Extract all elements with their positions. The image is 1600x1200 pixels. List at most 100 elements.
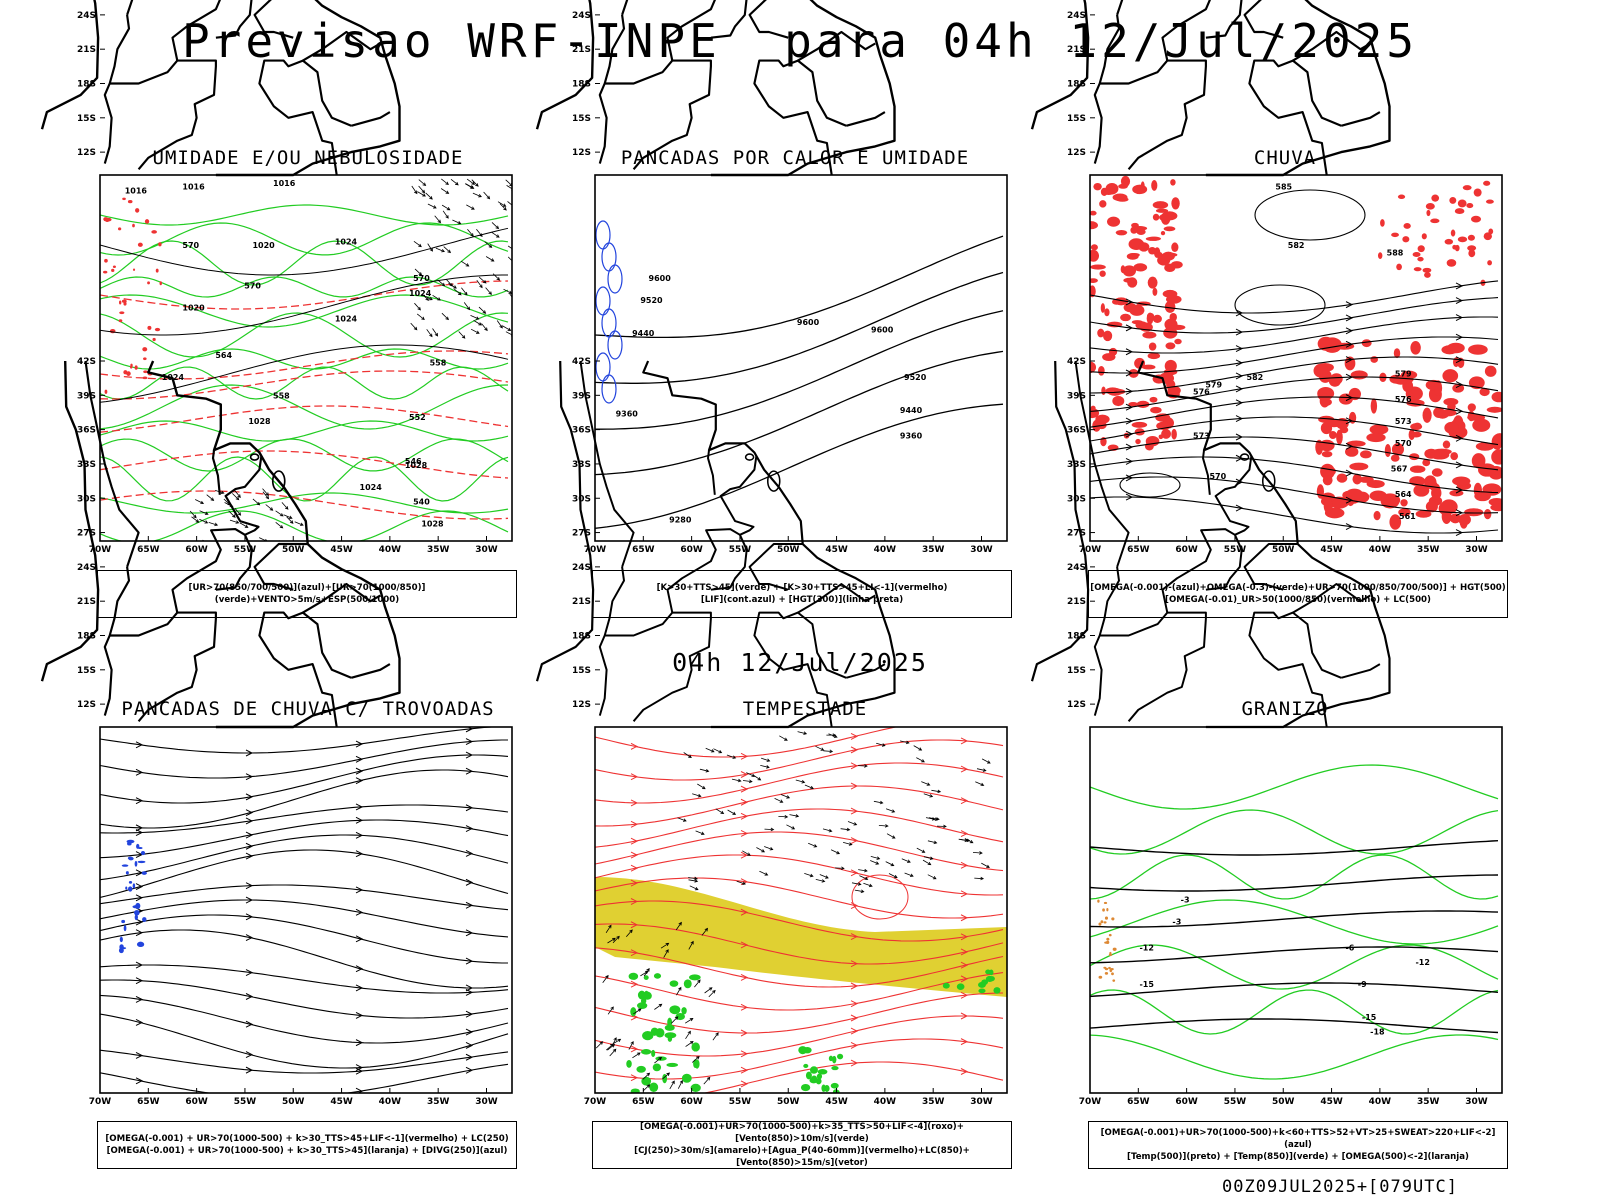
divergence-cell	[134, 860, 138, 867]
isobar	[100, 274, 508, 336]
country-border	[1161, 0, 1243, 61]
green-speckle	[1099, 763, 1106, 771]
streamline-arrow	[245, 793, 254, 801]
streamline-arrow	[245, 1051, 254, 1059]
legend-line: [CJ(250)>30m/s](amarelo)+[Agua_P(40-60mm…	[634, 1146, 970, 1168]
wind-vector	[483, 191, 491, 200]
streamline-arrow	[465, 988, 474, 996]
west-coastline	[535, 0, 595, 130]
contour-label: 579	[1395, 369, 1412, 378]
streamline-arrow	[465, 901, 474, 909]
rain-cell	[1410, 431, 1422, 438]
lon-label: 60W	[680, 545, 703, 555]
streamline-850	[595, 877, 1004, 919]
streamline-arrow	[355, 831, 364, 839]
streamline-arrow	[135, 883, 144, 891]
lat-label: 15S	[1067, 666, 1086, 676]
country-border	[258, 59, 338, 176]
streamline-arrow	[1345, 356, 1354, 363]
rain-cell	[1390, 454, 1400, 462]
wind-vector	[774, 798, 784, 803]
contour-label: -3	[1181, 896, 1190, 905]
wind-vector	[441, 178, 449, 186]
field-layer	[595, 727, 1007, 1093]
hgt300-contour	[595, 310, 1004, 430]
wind-vector	[463, 302, 471, 311]
wind-vector	[705, 747, 715, 753]
wind-850-cell	[681, 1007, 687, 1015]
lif-cell	[622, 236, 627, 240]
red-speckle	[151, 230, 158, 234]
lon-label: 60W	[680, 1097, 703, 1107]
contour-label: 9520	[640, 296, 663, 305]
coastline	[1137, 360, 1391, 729]
streamline-arrow	[1345, 314, 1354, 322]
rain-cell	[1483, 232, 1492, 241]
rain-cell	[1170, 324, 1186, 330]
lagoa-dos-patos	[766, 470, 781, 492]
streamline-arrow	[355, 777, 364, 785]
field-layer: 1016 1016 10161020102010241024102410241024…	[100, 178, 512, 541]
wind-vector	[609, 1048, 617, 1057]
lif-cell	[610, 342, 617, 349]
wind-vector	[461, 287, 468, 296]
map-granizo: -3 -3 -6 -9 -12 -15 -18 -15 -12 12S 15S 18S 21S 24S 27…	[1030, 357, 1503, 1107]
country-border	[301, 582, 381, 679]
rain-cell	[1413, 267, 1422, 272]
hgt300-contour	[595, 235, 1004, 339]
wind-vector	[981, 758, 991, 764]
rain-cell	[1421, 233, 1427, 240]
wind-vector	[826, 733, 837, 737]
humidity-contour	[100, 492, 509, 514]
wind-850-cell	[978, 988, 986, 994]
wind-850-cell	[832, 1089, 839, 1093]
country-border	[211, 450, 221, 495]
streamline-arrow	[355, 935, 364, 943]
streamline	[100, 804, 509, 834]
streamline-arrow	[245, 842, 254, 850]
country-border	[224, 455, 263, 536]
streamline-arrow	[740, 973, 749, 981]
wind-vector	[691, 1056, 700, 1063]
country-border	[753, 59, 833, 176]
hgt300-contour	[595, 271, 1004, 384]
streamline-arrow	[850, 1059, 859, 1067]
wind-vector	[927, 840, 938, 845]
wind-vector	[708, 989, 716, 998]
wind-vector	[607, 1043, 616, 1051]
divergence-cell	[142, 917, 147, 922]
red-speckle	[121, 299, 127, 303]
hgt-contours	[595, 235, 1004, 529]
humidity-cell	[285, 220, 302, 233]
rain-cell	[1454, 244, 1460, 252]
wind-vector	[427, 243, 433, 252]
humidity-cell	[489, 298, 502, 315]
rain-cell	[1163, 226, 1176, 232]
wind-vector	[435, 247, 445, 253]
divergence-cell	[128, 886, 133, 892]
streamline-arrow	[355, 965, 364, 973]
wind-850-cell	[830, 1082, 839, 1089]
wind-vector	[485, 256, 495, 262]
contour-label: 1028	[405, 461, 428, 470]
rain-cell	[1360, 450, 1372, 459]
contour-label: 1024	[360, 483, 383, 492]
rain-cell	[1147, 236, 1161, 241]
streamline-arrow	[465, 727, 474, 733]
contour-label: 558	[273, 391, 290, 400]
wind-vector	[502, 325, 512, 331]
wind-vector	[976, 768, 987, 772]
lat-label: 33S	[1067, 460, 1086, 470]
streamline-arrow	[135, 1019, 144, 1026]
wind-vector	[870, 860, 880, 865]
streamline-arrow	[1345, 417, 1354, 425]
rain-cell	[1152, 201, 1169, 209]
red-speckle	[112, 265, 116, 269]
rain-cell	[1467, 245, 1477, 251]
omega-cell	[1104, 971, 1109, 975]
contour-label: 1016	[125, 186, 148, 195]
wind-vector	[414, 302, 421, 311]
wind-850-cell	[691, 1042, 700, 1052]
rain-cell	[1148, 246, 1157, 255]
wind-vector	[683, 752, 692, 758]
